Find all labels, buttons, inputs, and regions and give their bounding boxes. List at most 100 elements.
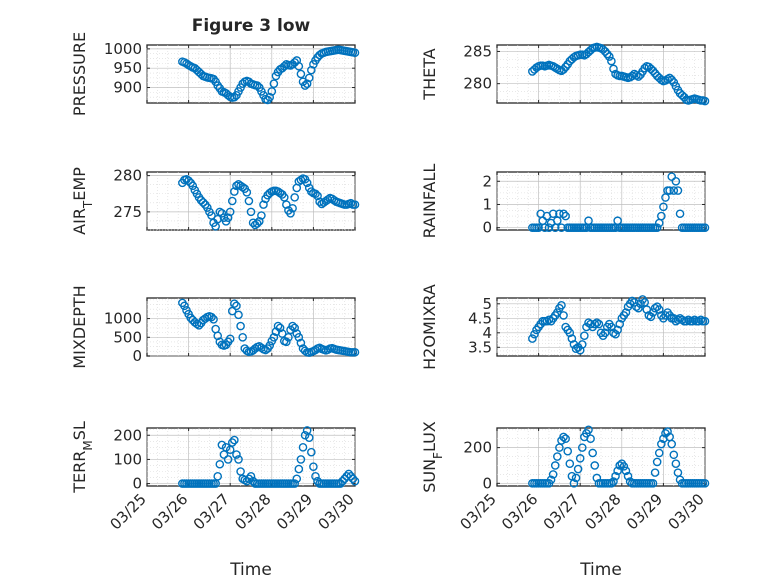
y-tick-label-terr_msl: 200 <box>113 426 142 444</box>
data-point-terr_msl <box>234 455 243 464</box>
data-point-sun_flux <box>609 477 618 486</box>
data-point-air_temp <box>230 187 239 196</box>
data-point-rainfall <box>544 223 554 232</box>
data-point-sun_flux <box>561 434 570 444</box>
y-tick-label-pressure: 900 <box>113 79 142 97</box>
y-tick-label-h2omixra: 3.5 <box>468 338 492 356</box>
data-point-mixdepth <box>238 332 247 342</box>
y-axis-label-rainfall: RAINFALL <box>420 164 439 239</box>
data-point-h2omixra <box>580 331 589 341</box>
data-point-h2omixra <box>611 329 620 339</box>
y-axis-label-h2omixra: H2OMIXRA <box>420 284 439 370</box>
subplot-h2omixra: 3.544.55 H2OMIXRA <box>420 284 710 370</box>
data-point-terr_msl <box>336 479 345 488</box>
subplot-air_temp: 275 280 AIRTEMP <box>70 167 360 235</box>
data-point-mixdepth <box>282 337 291 347</box>
y-axis-label-pressure: PRESSURE <box>70 32 89 116</box>
data-point-terr_msl <box>309 462 318 471</box>
data-point-theta <box>609 64 618 74</box>
data-point-air_temp <box>248 218 258 228</box>
data-point-mixdepth <box>209 315 218 324</box>
data-point-terr_msl <box>221 443 231 452</box>
data-point-h2omixra <box>650 303 660 313</box>
data-point-h2omixra <box>528 334 537 343</box>
data-point-pressure <box>302 79 312 88</box>
data-point-terr_msl <box>311 472 320 481</box>
data-point-sun_flux <box>607 479 616 488</box>
data-point-pressure <box>307 65 316 75</box>
data-point-terr_msl <box>292 474 302 484</box>
data-point-terr_msl <box>307 447 316 457</box>
data-point-h2omixra <box>688 316 697 326</box>
data-point-mixdepth <box>230 299 239 308</box>
data-point-air_temp <box>223 213 233 222</box>
data-point-sun_flux <box>590 461 600 470</box>
data-point-theta <box>648 66 658 76</box>
data-point-air_temp <box>350 200 360 209</box>
y-axis-label-air_temp: AIRTEMP <box>70 167 95 235</box>
data-point-terr_msl <box>296 455 306 464</box>
y-tick-label-mixdepth: 500 <box>113 328 142 346</box>
data-point-air_temp <box>252 219 262 228</box>
data-point-air_temp <box>313 191 322 201</box>
data-point-air_temp <box>188 181 198 191</box>
data-point-h2omixra <box>684 315 693 325</box>
data-point-h2omixra <box>594 319 604 329</box>
data-point-mixdepth <box>350 347 360 357</box>
data-point-terr_msl <box>230 435 239 445</box>
data-point-terr_msl <box>217 440 227 450</box>
data-point-sun_flux <box>546 475 556 485</box>
data-point-sun_flux <box>588 448 597 458</box>
x-axis-label-sun_flux: Time <box>579 560 622 580</box>
y-tick-label-sun_flux: 200 <box>463 439 492 457</box>
data-point-terr_msl <box>304 433 314 442</box>
data-point-air_temp <box>286 209 295 218</box>
data-point-sun_flux <box>663 427 672 436</box>
data-point-h2omixra <box>634 303 643 313</box>
data-point-mixdepth <box>250 344 260 353</box>
data-point-mixdepth <box>275 323 285 333</box>
data-point-rainfall <box>700 223 710 232</box>
data-point-rainfall <box>673 186 683 195</box>
data-point-sun_flux <box>671 459 681 468</box>
data-point-sun_flux <box>592 473 602 483</box>
data-point-rainfall <box>557 223 566 232</box>
data-point-mixdepth <box>273 321 283 331</box>
data-point-air_temp <box>288 203 297 213</box>
data-point-h2omixra <box>575 345 585 355</box>
data-point-pressure <box>296 69 306 79</box>
data-point-air_temp <box>215 207 225 217</box>
data-point-mixdepth <box>232 301 241 311</box>
data-point-theta <box>561 62 570 72</box>
data-point-mixdepth <box>277 329 287 338</box>
y-tick-label-mixdepth: 0 <box>132 347 142 365</box>
data-point-theta <box>605 52 614 61</box>
data-point-theta <box>600 47 610 56</box>
data-point-sun_flux <box>615 461 625 470</box>
data-point-terr_msl <box>300 430 310 440</box>
data-point-theta <box>667 75 677 85</box>
data-point-air_temp <box>184 176 193 185</box>
data-point-h2omixra <box>636 299 645 309</box>
data-point-pressure <box>230 92 239 102</box>
data-point-sun_flux <box>550 461 560 470</box>
data-point-sun_flux <box>650 468 660 477</box>
data-point-air_temp <box>311 189 320 199</box>
data-point-h2omixra <box>673 315 683 325</box>
data-point-air_temp <box>238 182 247 192</box>
y-tick-label-h2omixra: 4.5 <box>468 309 492 327</box>
data-point-h2omixra <box>629 298 639 307</box>
data-point-sun_flux <box>573 464 583 474</box>
data-point-h2omixra <box>615 319 625 329</box>
y-tick-label-rainfall: 1 <box>482 195 492 213</box>
data-point-air_temp <box>323 195 333 204</box>
data-point-h2omixra <box>592 318 602 327</box>
data-point-air_temp <box>255 216 264 226</box>
subplot-rainfall: 0 1 2 RAINFALL <box>420 164 710 239</box>
data-point-h2omixra <box>681 316 691 326</box>
y-tick-label-h2omixra: 4 <box>482 324 492 342</box>
data-point-pressure <box>292 56 302 65</box>
data-point-air_temp <box>244 196 254 206</box>
data-point-rainfall <box>561 211 570 221</box>
data-point-terr_msl <box>338 476 347 486</box>
